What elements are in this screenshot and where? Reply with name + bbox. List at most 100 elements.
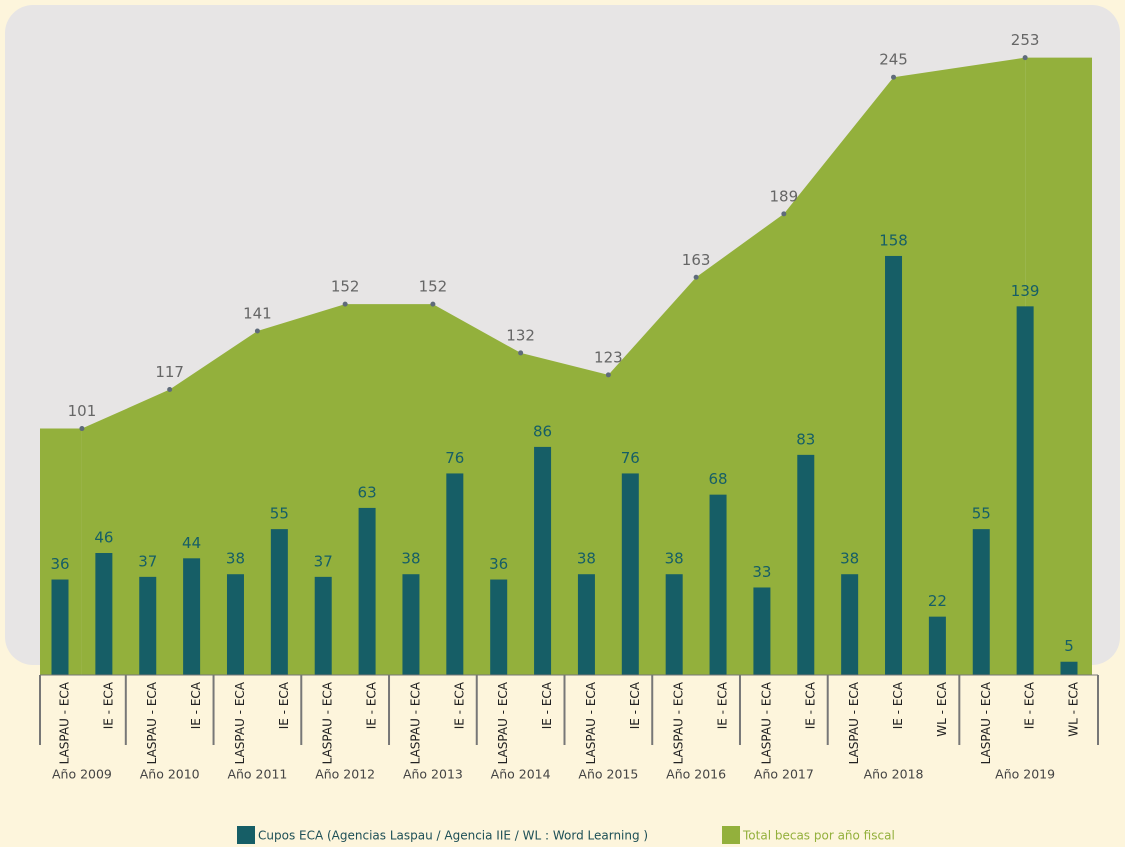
group-label: Año 2016	[666, 767, 726, 782]
x-tick-label: LASPAU - ECA	[58, 681, 72, 764]
group-label: Año 2017	[754, 767, 814, 782]
area-value-label: 245	[879, 51, 908, 69]
bar-value-label: 36	[50, 555, 69, 573]
bar-value-label: 5	[1064, 637, 1074, 655]
x-tick-label: LASPAU - ECA	[233, 681, 247, 764]
area-point	[781, 211, 787, 217]
area-point	[430, 301, 436, 307]
group-label: Año 2012	[315, 767, 375, 782]
area-point	[342, 301, 348, 307]
bar-value-label: 33	[752, 563, 771, 581]
x-tick-label: LASPAU - ECA	[847, 681, 861, 764]
bar-value-label: 38	[577, 550, 596, 568]
x-tick-label: LASPAU - ECA	[408, 681, 422, 764]
group-label: Año 2013	[403, 767, 463, 782]
bar	[446, 473, 464, 675]
bar	[621, 473, 639, 675]
bar-value-label: 38	[840, 550, 859, 568]
bar	[139, 576, 157, 675]
group-label: Año 2010	[140, 767, 200, 782]
bar-value-label: 139	[1011, 282, 1040, 300]
area-point	[518, 350, 524, 356]
bar-value-label: 86	[533, 422, 552, 440]
bar	[402, 574, 420, 675]
legend-swatch	[237, 826, 255, 844]
bar	[709, 494, 727, 675]
bar	[183, 558, 201, 675]
area-value-label: 117	[155, 363, 184, 381]
area-value-label: 101	[68, 402, 97, 420]
area-value-label: 253	[1011, 31, 1040, 49]
area-point	[1022, 55, 1028, 61]
legend-label: Cupos ECA (Agencias Laspau / Agencia IIE…	[258, 829, 648, 843]
x-tick-label: IE - ECA	[803, 681, 817, 729]
bar	[753, 587, 771, 675]
x-tick-label: IE - ECA	[452, 681, 466, 729]
x-tick-label: LASPAU - ECA	[321, 681, 335, 764]
area-value-label: 152	[331, 278, 360, 296]
bar-value-label: 63	[358, 483, 377, 501]
x-tick-label: IE - ECA	[628, 681, 642, 729]
x-tick-label: WL - ECA	[1067, 681, 1081, 736]
bar-value-label: 68	[708, 470, 727, 488]
bar	[490, 579, 508, 675]
group-label: Año 2019	[995, 767, 1055, 782]
bar-value-label: 83	[796, 430, 815, 448]
bar-value-label: 36	[489, 555, 508, 573]
legend-label: Total becas por año fiscal	[742, 829, 895, 843]
group-label: Año 2014	[491, 767, 551, 782]
x-tick-label: LASPAU - ECA	[145, 681, 159, 764]
bar-value-label: 46	[94, 529, 113, 547]
x-tick-label: IE - ECA	[540, 681, 554, 729]
bar	[972, 529, 990, 675]
x-tick-label: IE - ECA	[189, 681, 203, 729]
bar-value-label: 37	[138, 552, 157, 570]
x-tick-label: LASPAU - ECA	[672, 681, 686, 764]
bar	[534, 446, 552, 675]
bar-value-label: 55	[972, 505, 991, 523]
bar-value-label: 76	[445, 449, 464, 467]
area-value-label: 163	[682, 251, 711, 269]
area-point	[79, 426, 85, 432]
area-point	[167, 387, 173, 393]
area-point	[254, 328, 260, 334]
bar-value-label: 55	[270, 505, 289, 523]
area-point	[693, 274, 699, 280]
bar	[1060, 661, 1078, 675]
group-label: Año 2009	[52, 767, 112, 782]
x-tick-label: IE - ECA	[277, 681, 291, 729]
bar-value-label: 158	[879, 231, 908, 249]
bar	[665, 574, 683, 675]
x-tick-label: IE - ECA	[716, 681, 730, 729]
group-label: Año 2018	[864, 767, 924, 782]
area	[81, 57, 1026, 676]
group-label: Año 2011	[227, 767, 287, 782]
area-value-label: 189	[770, 187, 799, 205]
bar	[841, 574, 859, 675]
area-value-label: 132	[506, 326, 535, 344]
area-point	[605, 372, 611, 378]
bar	[577, 574, 595, 675]
bar	[797, 454, 815, 675]
x-tick-label: LASPAU - ECA	[759, 681, 773, 764]
x-tick-label: LASPAU - ECA	[496, 681, 510, 764]
bar	[885, 255, 903, 675]
bar	[1016, 306, 1034, 675]
bar-value-label: 37	[314, 552, 333, 570]
x-tick-label: WL - ECA	[935, 681, 949, 736]
area-value-label: 141	[243, 304, 272, 322]
bar-value-label: 44	[182, 534, 201, 552]
area-value-label: 152	[419, 278, 448, 296]
bar	[314, 576, 332, 675]
group-label: Año 2015	[578, 767, 638, 782]
x-tick-label: LASPAU - ECA	[584, 681, 598, 764]
bar-value-label: 76	[621, 449, 640, 467]
bar	[226, 574, 244, 675]
area-point	[891, 74, 897, 80]
x-tick-label: IE - ECA	[365, 681, 379, 729]
legend-swatch	[722, 826, 740, 844]
bar	[95, 553, 113, 675]
bar-value-label: 22	[928, 592, 947, 610]
x-tick-label: IE - ECA	[1023, 681, 1037, 729]
